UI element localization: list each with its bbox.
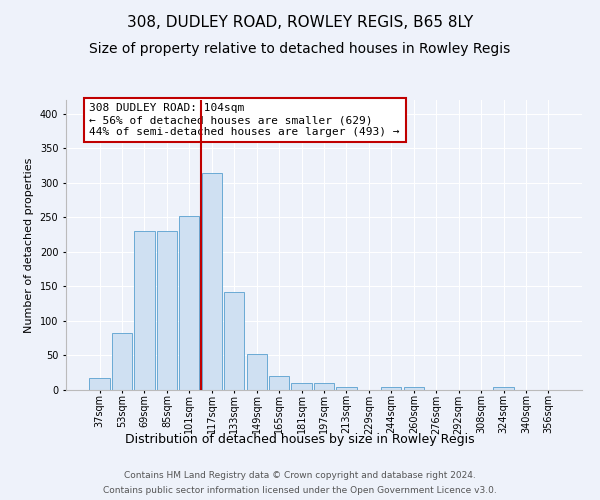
Bar (493, 387, 514, 390)
Text: 308 DUDLEY ROAD: 104sqm
← 56% of detached houses are smaller (629)
44% of semi-d: 308 DUDLEY ROAD: 104sqm ← 56% of detache… (89, 104, 400, 136)
Bar (89, 378, 110, 390)
Bar (202, 172, 222, 390)
Bar (247, 354, 267, 390)
Bar (224, 292, 244, 390)
Bar (404, 387, 424, 390)
Bar (134, 231, 155, 390)
Bar (292, 383, 311, 390)
Text: Distribution of detached houses by size in Rowley Regis: Distribution of detached houses by size … (125, 432, 475, 446)
Bar (314, 383, 334, 390)
Text: Contains HM Land Registry data © Crown copyright and database right 2024.: Contains HM Land Registry data © Crown c… (124, 471, 476, 480)
Text: 308, DUDLEY ROAD, ROWLEY REGIS, B65 8LY: 308, DUDLEY ROAD, ROWLEY REGIS, B65 8LY (127, 15, 473, 30)
Bar (179, 216, 199, 390)
Y-axis label: Number of detached properties: Number of detached properties (24, 158, 34, 332)
Text: Contains public sector information licensed under the Open Government Licence v3: Contains public sector information licen… (103, 486, 497, 495)
Bar (157, 231, 177, 390)
Bar (337, 386, 356, 390)
Text: Size of property relative to detached houses in Rowley Regis: Size of property relative to detached ho… (89, 42, 511, 56)
Bar (381, 387, 401, 390)
Bar (112, 334, 132, 390)
Bar (269, 376, 289, 390)
